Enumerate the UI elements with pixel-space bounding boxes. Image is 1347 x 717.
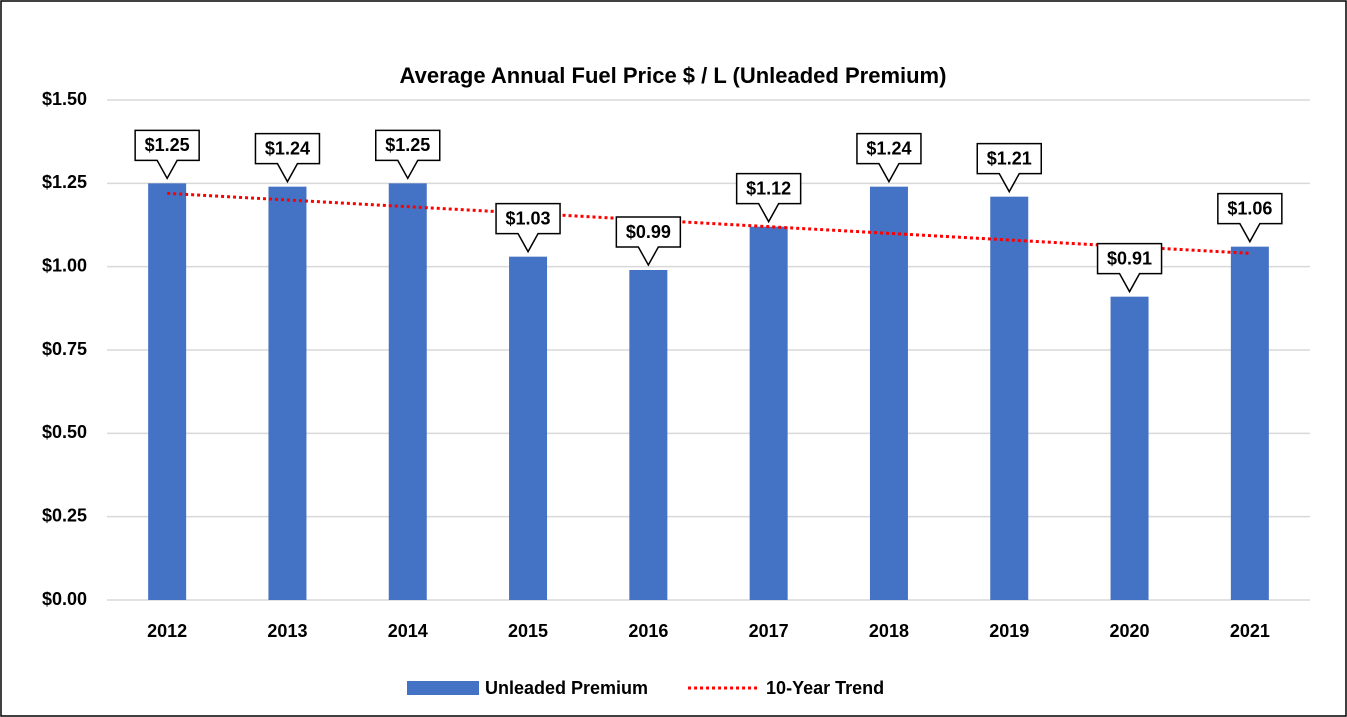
label-callout: [495, 202, 561, 254]
data-label: $1.06: [1227, 198, 1272, 218]
data-label: $1.25: [385, 135, 430, 155]
label-callout: [375, 129, 441, 180]
y-tick-label: $1.50: [42, 89, 87, 109]
data-label: $1.03: [506, 208, 551, 228]
x-tick-label: 2015: [508, 621, 548, 641]
data-label: $1.24: [265, 138, 310, 158]
bar: [148, 183, 187, 601]
label-callout: [856, 132, 922, 184]
x-tick-label: 2017: [749, 621, 789, 641]
chart-title: Average Annual Fuel Price $ / L (Unleade…: [400, 63, 947, 88]
data-label: $0.91: [1107, 248, 1152, 268]
x-tick-label: 2012: [147, 621, 187, 641]
label-callout: [615, 216, 682, 267]
x-tick-label: 2020: [1110, 621, 1150, 641]
legend-label: 10-Year Trend: [766, 678, 884, 698]
data-label: $1.24: [866, 138, 911, 158]
bar: [268, 186, 307, 600]
bar: [509, 256, 548, 600]
y-tick-label: $0.75: [42, 339, 87, 359]
bar: [1230, 246, 1269, 600]
bar: [749, 226, 788, 600]
x-tick-label: 2021: [1230, 621, 1270, 641]
data-label: $1.21: [987, 148, 1032, 168]
y-tick-label: $0.25: [42, 505, 87, 525]
x-tick-label: 2016: [628, 621, 668, 641]
trend-line: [167, 191, 1250, 255]
y-tick-label: $0.50: [42, 422, 87, 442]
y-tick-label: $1.25: [42, 172, 87, 192]
x-tick-label: 2019: [989, 621, 1029, 641]
label-callout: [254, 132, 321, 184]
data-label: $0.99: [626, 222, 671, 242]
x-tick-label: 2018: [869, 621, 909, 641]
data-label: $1.12: [746, 178, 791, 198]
bar: [1110, 296, 1149, 600]
label-callout: [134, 129, 200, 180]
bar: [869, 186, 908, 600]
y-tick-label: $1.00: [42, 255, 87, 275]
label-callout: [735, 172, 802, 224]
legend-swatch: [407, 681, 479, 695]
legend-label: Unleaded Premium: [485, 678, 648, 698]
data-label: $1.25: [145, 135, 190, 155]
label-callout: [1217, 192, 1283, 244]
x-tick-label: 2013: [267, 621, 307, 641]
label-callout: [976, 142, 1042, 194]
label-callout: [1096, 242, 1163, 294]
bar: [990, 196, 1029, 600]
bar: [629, 270, 668, 600]
y-tick-label: $0.00: [42, 589, 87, 609]
x-tick-label: 2014: [388, 621, 428, 641]
bar: [388, 183, 427, 601]
